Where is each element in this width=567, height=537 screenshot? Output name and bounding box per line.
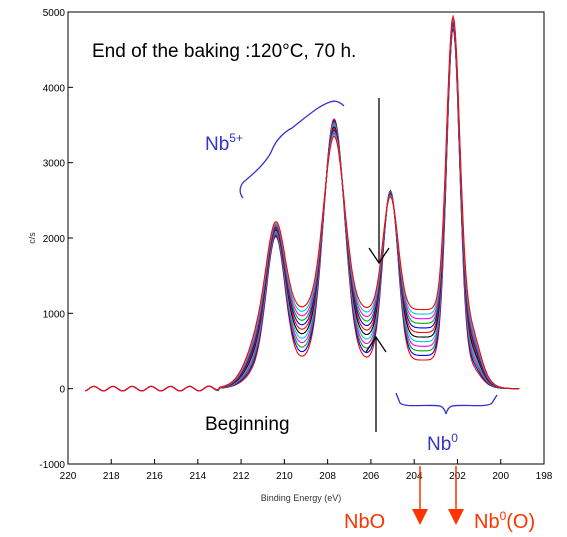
x-tick-label: 214 <box>189 471 206 482</box>
annotation-nb5plus: Nb5+ <box>205 131 243 155</box>
nb0-brace <box>395 392 498 415</box>
series-layer <box>85 14 520 392</box>
series-line <box>85 14 520 392</box>
x-tick-label: 210 <box>276 471 293 482</box>
x-tick-label: 198 <box>536 471 553 482</box>
nb5plus-brace <box>239 100 345 199</box>
x-tick-label: 208 <box>319 471 336 482</box>
x-tick-label: 206 <box>363 471 380 482</box>
annotation-nb0-o: Nb0(O) <box>474 509 535 533</box>
x-tick-label: 218 <box>103 471 120 482</box>
x-tick-label: 200 <box>492 471 509 482</box>
annotation-nbo: NbO <box>344 511 385 533</box>
annotation-nb0: Nb0 <box>427 431 458 455</box>
y-tick-label: 1000 <box>43 309 66 320</box>
arrow-up-beginning <box>365 335 387 432</box>
arrow-nbo-position <box>412 466 428 525</box>
arrow-down-end-of-baking <box>368 98 390 265</box>
y-tick-label: 0 <box>59 385 65 396</box>
y-tick-label: 4000 <box>43 83 66 94</box>
x-tick-label: 212 <box>233 471 250 482</box>
annotation-end-of-baking: End of the baking :120°C, 70 h. <box>92 41 356 62</box>
y-tick-label: -1000 <box>39 460 65 471</box>
y-tick-label: 2000 <box>43 234 66 245</box>
x-axis-title: Binding Energy (eV) <box>261 493 342 503</box>
y-axis-title: c/s <box>27 232 37 244</box>
x-axis: 220 218 216 214 212 210 208 206 204 202 200 198 <box>60 459 553 482</box>
annotation-beginning: Beginning <box>205 414 290 435</box>
x-tick-label: 204 <box>406 471 423 482</box>
x-tick-label: 216 <box>146 471 163 482</box>
y-axis: -1000 0 1000 2000 3000 4000 5000 <box>39 8 73 471</box>
y-tick-label: 5000 <box>43 8 66 19</box>
x-tick-label: 202 <box>449 471 466 482</box>
arrow-nb0-o-position <box>448 466 464 525</box>
y-tick-label: 3000 <box>43 159 66 170</box>
x-tick-label: 220 <box>60 471 77 482</box>
